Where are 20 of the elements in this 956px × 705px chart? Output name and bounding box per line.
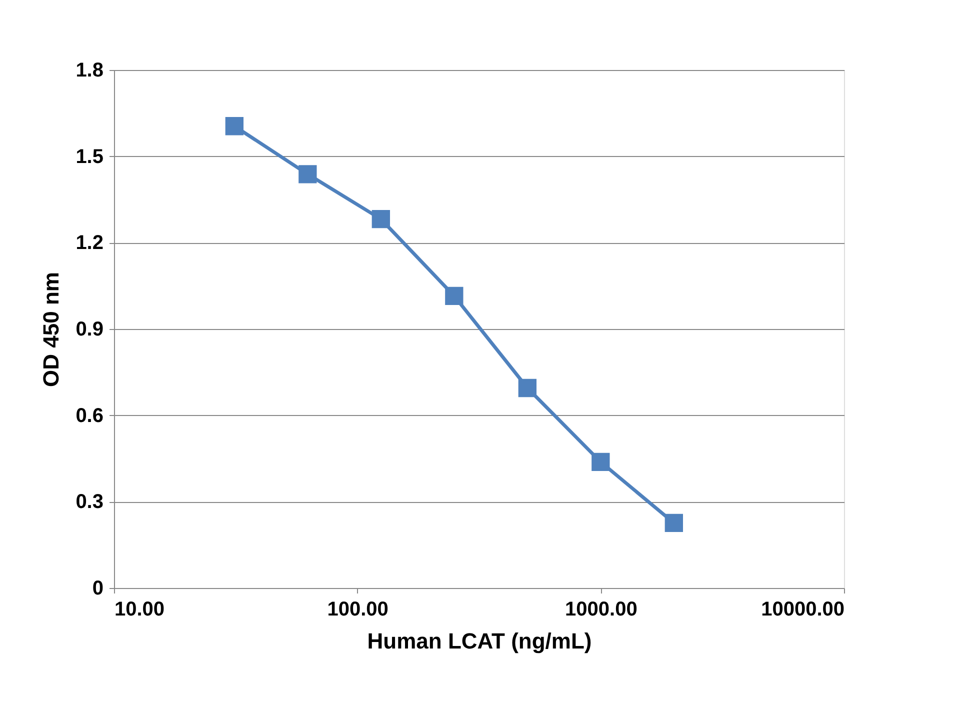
point [372,210,390,228]
y-tick-label: 0.9 [76,318,104,340]
y-tick-label: 1.5 [76,146,104,168]
y-tick-label: 0.6 [76,404,104,427]
point [298,165,317,184]
point [592,452,610,472]
x-tick-label: 10000.00 [761,598,844,620]
point [664,514,683,532]
x-tick-label: 1000.00 [565,598,638,620]
point [445,286,464,305]
y-tick-label: 0.3 [76,491,104,514]
x-tick-label: 100.00 [327,598,388,620]
point [225,117,244,136]
y-tick-label: 0 [92,578,104,600]
y-tick-label: 1.2 [76,232,104,254]
y-axis-title: OD 450 nm [38,272,64,387]
x-axis-title: Human LCAT (ng/mL) [367,628,592,654]
point [518,378,536,398]
y-tick-label: 1.8 [76,60,104,82]
x-tick-label: 10.00 [114,598,165,620]
